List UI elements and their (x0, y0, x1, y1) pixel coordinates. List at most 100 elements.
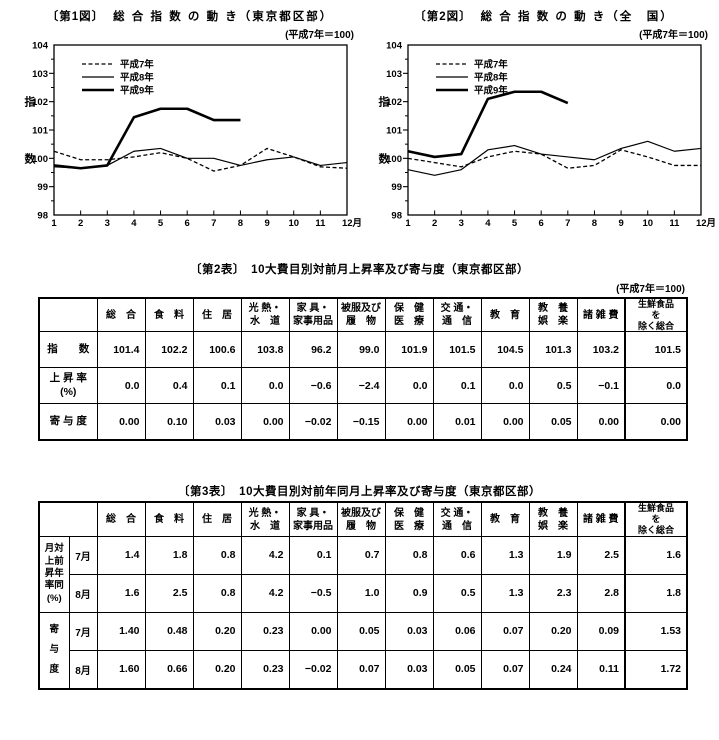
value-cell: 1.40 (96, 611, 146, 651)
value-cell: 1.3 (480, 535, 530, 575)
value-cell: 101.5 (432, 331, 482, 369)
x-tick-label: 6 (185, 218, 190, 229)
y-tick-label: 99 (37, 182, 48, 193)
value-cell: 0.9 (384, 573, 434, 613)
value-cell: 1.8 (144, 535, 194, 575)
x-tick-label: 12月 (342, 218, 362, 229)
column-header: 教 育 (480, 297, 530, 333)
value-cell: 0.01 (432, 403, 482, 441)
value-cell: 0.10 (144, 403, 194, 441)
y-axis-label-char: 指 (25, 95, 36, 109)
x-tick-label: 9 (264, 218, 269, 229)
figure-2-base-note: (平成7年＝100) (639, 30, 708, 41)
value-cell: 99.0 (336, 331, 386, 369)
value-cell: 0.8 (192, 573, 242, 613)
value-cell: −0.02 (288, 649, 338, 690)
column-header: 総 合 (96, 297, 146, 333)
x-tick-label: 5 (512, 218, 518, 229)
x-tick-label: 7 (565, 218, 570, 229)
value-cell: 2.5 (144, 573, 194, 613)
figure-1: 〔第1図〕総 合 指 数 の 動 き（東京都区部） (平成7年＝100) 98 9… (16, 8, 364, 231)
x-tick-label: 3 (105, 218, 110, 229)
x-tick-label: 8 (592, 218, 597, 229)
series-line-2 (407, 140, 702, 176)
value-cell: 104.5 (480, 331, 530, 369)
chart-frame (407, 44, 702, 216)
value-cell: 4.2 (240, 573, 290, 613)
column-header: 食 料 (144, 501, 194, 537)
legend-item-label: 平成8年 (474, 72, 508, 84)
column-header: 食 料 (144, 297, 194, 333)
value-cell: 0.24 (528, 649, 578, 690)
value-cell: 0.03 (192, 403, 242, 441)
table-2: 総 合食 料住 居光 熱・ 水 道家 具・ 家事用品 被服及び 履 物保 健 医 … (38, 297, 688, 442)
value-cell: 0.05 (528, 403, 578, 441)
value-cell: 0.00 (288, 611, 338, 651)
x-tick-label: 3 (459, 218, 464, 229)
value-cell: 0.07 (480, 649, 530, 690)
value-cell: 0.1 (192, 367, 242, 405)
value-cell: 0.0 (624, 367, 688, 405)
column-header: 諸 雑 費 (576, 297, 626, 333)
table-2-section: 〔第2表〕 10大費目別対前月上昇率及び寄与度（東京都区部） (平成7年＝100… (0, 261, 719, 442)
value-cell: 2.8 (576, 573, 626, 613)
corner-cell (38, 501, 98, 537)
value-cell: 2.3 (528, 573, 578, 613)
figure-2: 〔第2図〕総 合 指 数 の 動 き（全 国） (平成7年＝100) 98 99 1… (370, 8, 718, 231)
column-header: 被服及び 履 物 (336, 501, 386, 537)
value-cell: 0.0 (480, 367, 530, 405)
table-row: 指 数 101.4 102.2 100.6 103.8 96.2 99.0 101.9 101.… (38, 331, 688, 369)
value-cell: 1.9 (528, 535, 578, 575)
x-tick-label: 4 (485, 218, 491, 229)
value-cell: 103.2 (576, 331, 626, 369)
figure-2-title-prefix: 〔第2図〕 (414, 11, 472, 23)
value-cell: 1.60 (96, 649, 146, 690)
column-header: 交 通・ 通 信 (432, 297, 482, 333)
value-cell: 101.4 (96, 331, 146, 369)
value-cell: 0.5 (528, 367, 578, 405)
column-header: 総 合 (96, 501, 146, 537)
figure-2-title: 〔第2図〕総 合 指 数 の 動 き（全 国） (370, 8, 718, 24)
y-tick-label: 102 (386, 97, 402, 108)
value-cell: 0.09 (576, 611, 626, 651)
row-group-label: 月対 上前 昇年 率同 (%) (38, 535, 70, 613)
value-cell: −0.6 (288, 367, 338, 405)
value-cell: 0.03 (384, 611, 434, 651)
value-cell: 0.00 (96, 403, 146, 441)
y-tick-label: 100 (32, 154, 48, 165)
charts-row: 〔第1図〕総 合 指 数 の 動 き（東京都区部） (平成7年＝100) 98 9… (0, 0, 719, 231)
table-3-title: 〔第3表〕 10大費目別対前年同月上昇率及び寄与度（東京都区部） (178, 486, 541, 499)
value-cell: 0.00 (624, 403, 688, 441)
figure-1-base-note: (平成7年＝100) (285, 30, 354, 41)
column-header: 光 熱・ 水 道 (240, 297, 290, 333)
x-tick-label: 10 (642, 218, 653, 229)
row-group-label: 寄 与 度 (38, 611, 70, 690)
value-cell: 0.23 (240, 611, 290, 651)
figure-1-chart: 98 99 100 101 102 103 104 1 2 3 4 5 6 7 8 9 10 11 12月 指数 平成7… (25, 41, 363, 229)
value-cell: 101.9 (384, 331, 434, 369)
y-tick-label: 100 (386, 154, 402, 165)
column-header: 教 養 娯 楽 (528, 501, 578, 537)
series-line-1 (407, 149, 701, 169)
month-label: 7月 (68, 611, 98, 651)
column-header: 教 養 娯 楽 (528, 297, 578, 333)
value-cell: 1.6 (624, 535, 688, 575)
figure-2-title-text: 総 合 指 数 の 動 き（全 国） (480, 11, 674, 23)
value-cell: −0.15 (336, 403, 386, 441)
x-tick-label: 11 (669, 218, 680, 229)
y-tick-label: 103 (32, 69, 48, 80)
x-tick-label: 5 (158, 218, 164, 229)
value-cell: 0.07 (336, 649, 386, 690)
column-header: 光 熱・ 水 道 (240, 501, 290, 537)
row-label: 上 昇 率 (%) (38, 367, 98, 405)
value-cell: 0.0 (240, 367, 290, 405)
legend-item-label: 平成9年 (120, 85, 154, 97)
figure-1-title-prefix: 〔第1図〕 (46, 11, 105, 23)
value-cell: −0.1 (576, 367, 626, 405)
figure-2-chart: 98 99 100 101 102 103 104 1 2 3 4 5 6 7 8 9 10 11 12月 指数 平成7… (379, 41, 717, 229)
x-tick-label: 10 (288, 218, 299, 229)
value-cell: 4.2 (240, 535, 290, 575)
y-tick-label: 98 (37, 211, 48, 222)
